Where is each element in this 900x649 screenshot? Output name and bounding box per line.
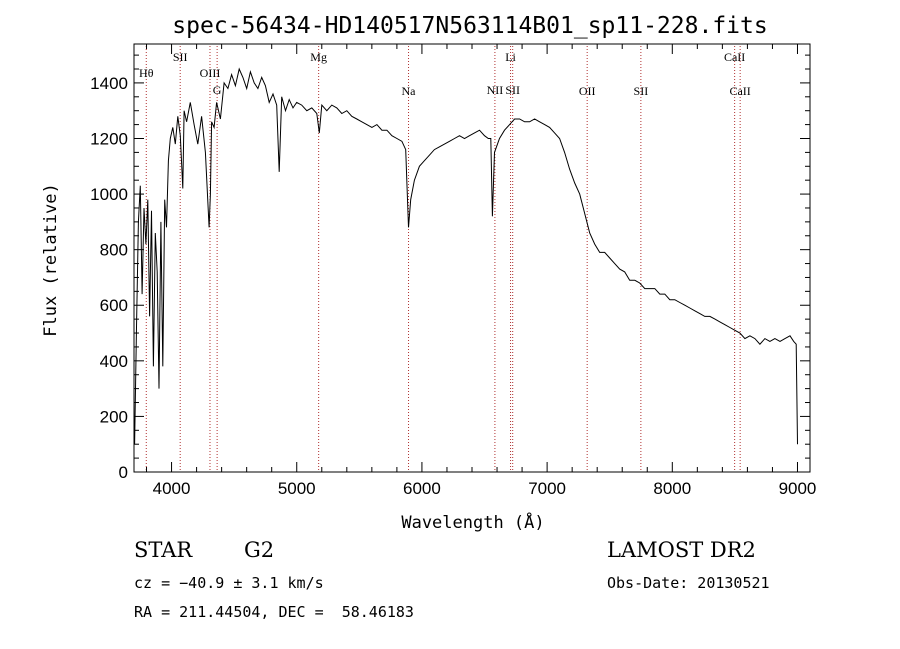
y-tick-label-7: 1400	[90, 74, 128, 93]
x-tick-label-1: 5000	[278, 479, 316, 498]
marker-label-11: CaII	[724, 50, 745, 64]
spectrum-chart: spec-56434-HD140517N563114B01_sp11-228.f…	[41, 13, 817, 533]
survey-name: LAMOST DR2	[607, 538, 756, 562]
observation-date: Obs-Date: 20130521	[607, 574, 770, 592]
chart-title: spec-56434-HD140517N563114B01_sp11-228.f…	[172, 13, 767, 39]
marker-label-6: NII	[487, 83, 504, 97]
marker-label-1: SII	[173, 50, 188, 64]
marker-label-9: OII	[579, 84, 596, 98]
spectrum-line	[134, 67, 798, 445]
redshift-cz: cz = −40.9 ± 3.1 km/s	[134, 574, 324, 592]
y-tick-label-6: 1200	[90, 129, 128, 148]
x-tick-label-0: 4000	[153, 479, 191, 498]
x-tick-label-4: 8000	[653, 479, 691, 498]
marker-label-12: CaII	[729, 84, 750, 98]
y-tick-label-0: 0	[119, 463, 128, 482]
marker-label-7: Li	[505, 50, 516, 64]
marker-label-4: Mg	[310, 50, 327, 64]
x-tick-label-2: 6000	[403, 479, 441, 498]
y-tick-label-4: 800	[100, 241, 128, 260]
x-axis: 4000 5000 6000 7000 8000 9000	[146, 44, 817, 498]
y-axis-label: Flux (relative)	[41, 183, 61, 337]
object-class: STAR	[134, 538, 193, 562]
y-tick-label-2: 400	[100, 352, 128, 371]
marker-label-8: SII	[505, 83, 520, 97]
marker-label-0: Hθ	[139, 66, 154, 80]
marker-label-10: SII	[634, 84, 649, 98]
x-tick-label-5: 9000	[779, 479, 817, 498]
marker-label-2: OIII	[200, 66, 221, 80]
y-tick-label-5: 1000	[90, 185, 128, 204]
y-tick-label-1: 200	[100, 407, 128, 426]
y-tick-label-3: 600	[100, 296, 128, 315]
plot-frame	[133, 43, 811, 473]
ra-dec: RA = 211.44504, DEC = 58.46183	[134, 603, 414, 621]
marker-label-5: Na	[402, 84, 417, 98]
line-markers: Hθ SII OIII G Mg Na NII Li SII OII SII CaII CaII	[139, 46, 751, 472]
y-axis: 0 200 400 600 800 1000 1200 1400	[90, 54, 810, 482]
x-tick-label-3: 7000	[528, 479, 566, 498]
object-subclass: G2	[244, 538, 275, 562]
marker-label-3: G	[213, 83, 222, 97]
x-axis-label: Wavelength (Å)	[401, 511, 544, 533]
